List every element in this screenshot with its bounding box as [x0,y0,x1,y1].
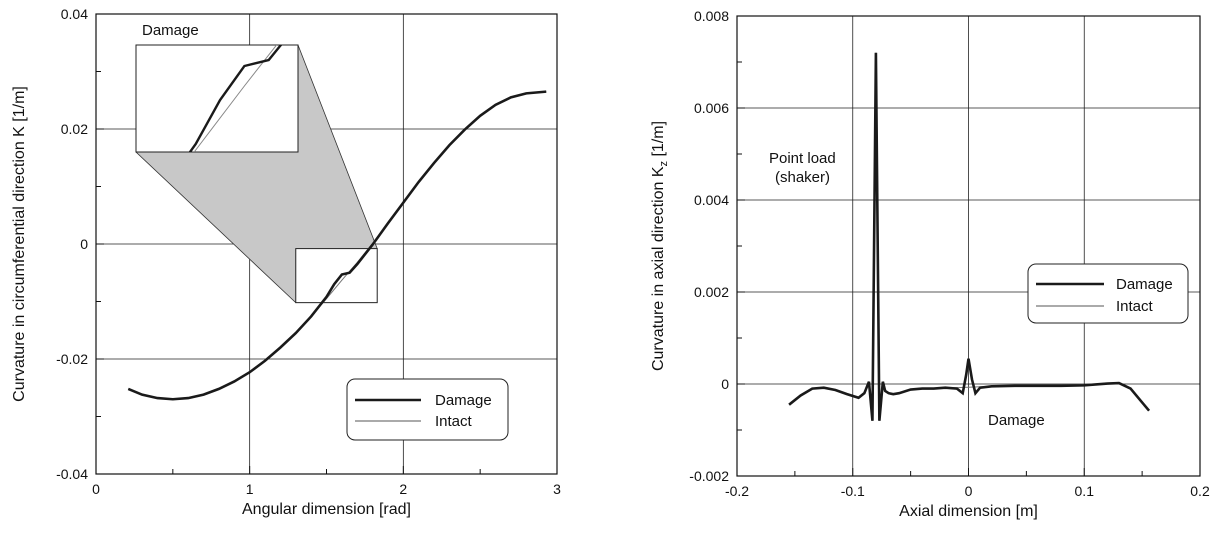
x-tick-label: 0.2 [1190,483,1210,499]
zoom-inset-box [135,44,299,153]
annotation-damage: Damage [988,412,1045,429]
chart-circumferential-curvature: 0 1 2 3 -0.04 -0.02 0 0.02 0.04 Angular dimension… [11,6,561,518]
y-tick-label: -0.02 [56,351,88,367]
annotation-point-load: Point load [769,150,836,167]
x-tick-label: 3 [553,481,561,497]
y-tick-label: 0.008 [694,8,729,24]
y-axis-label: Curvature in axial direction Kz [1/m] [650,121,670,371]
legend-box [346,378,509,441]
x-tick-label: -0.2 [725,483,749,499]
y-tick-label: 0.04 [61,6,88,22]
y-axis-label-unit: [1/m] [650,121,667,161]
y-tick-label: 0.02 [61,121,88,137]
zoom-source-box [295,248,378,304]
annotation-shaker: (shaker) [775,169,830,186]
y-tick-label: 0.002 [694,284,729,300]
chart-axial-curvature: -0.2 -0.1 0 0.1 0.2 -0.002 0 0.002 0.004 0.006 0.0… [650,8,1210,520]
y-tick-label: -0.04 [56,466,88,482]
series-damage-line [127,90,547,401]
x-tick-label: 1 [246,481,254,497]
y-axis-label: Curvature in circumferential direction K… [11,86,28,402]
x-tick-label: -0.1 [841,483,865,499]
legend-intact-label: Intact [435,413,473,430]
x-tick-label: 0 [92,481,100,497]
x-tick-label: 0 [965,483,973,499]
legend-intact-label: Intact [1116,298,1154,315]
x-tick-label: 2 [399,481,407,497]
y-tick-label: -0.002 [689,468,729,484]
y-axis-label-subscript: z [658,161,670,167]
legend-damage-label: Damage [1116,276,1173,293]
legend-box [1027,263,1189,324]
x-axis-label: Axial dimension [m] [899,503,1038,520]
series-damage-line [788,52,1151,421]
inset-intact-line [193,45,278,152]
y-tick-label: 0.004 [694,192,729,208]
y-tick-label: 0.006 [694,100,729,116]
inset-label: Damage [142,22,199,39]
inset-damage-line [188,45,283,152]
x-tick-label: 0.1 [1075,483,1095,499]
y-tick-label: 0 [721,376,729,392]
x-axis-label: Angular dimension [rad] [242,501,411,518]
y-tick-label: 0 [80,236,88,252]
legend-damage-label: Damage [435,392,492,409]
